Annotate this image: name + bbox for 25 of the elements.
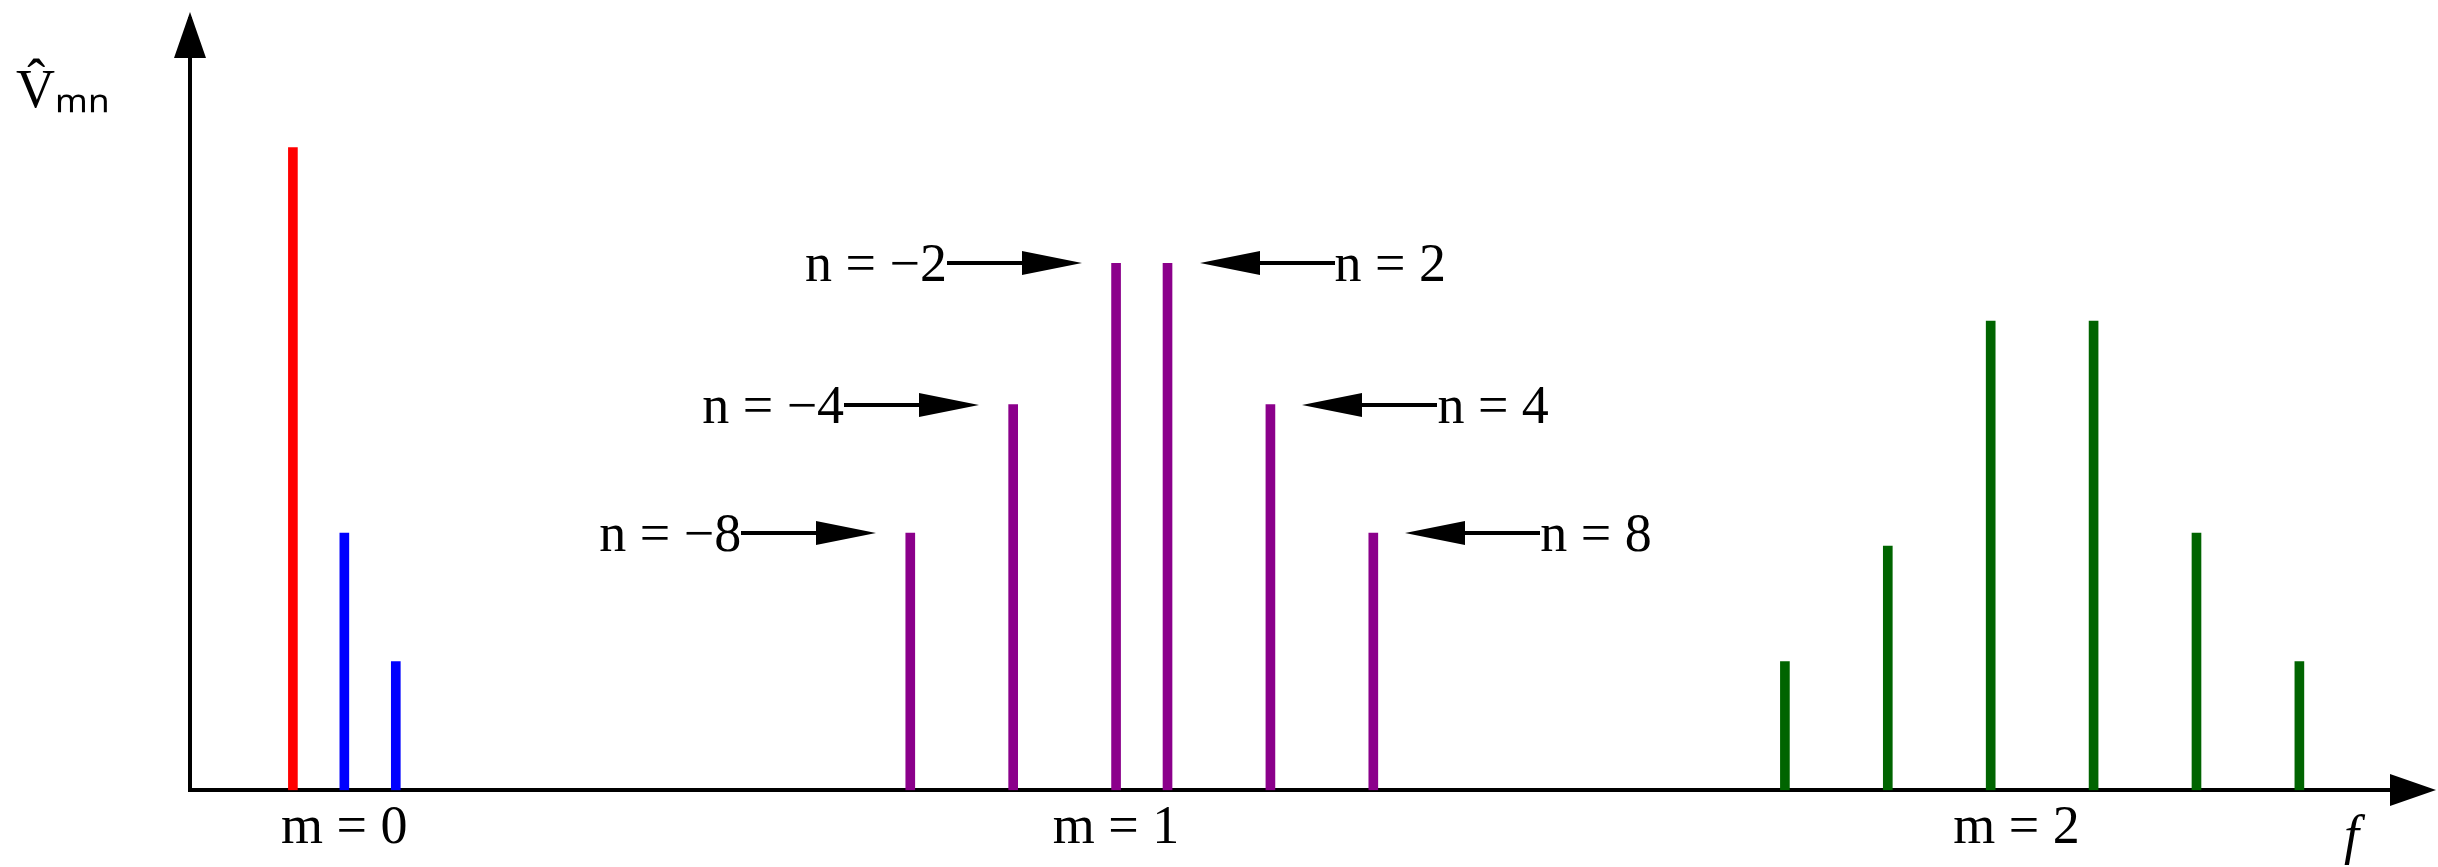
- bar: [1111, 262, 1121, 791]
- bar: [1008, 404, 1018, 791]
- annotation: n = 2: [1334, 233, 1446, 294]
- bar: [1162, 262, 1173, 791]
- annotation: n = −4: [702, 374, 845, 435]
- bar: [2191, 532, 2202, 791]
- bar: [339, 532, 350, 791]
- bar: [390, 661, 401, 791]
- bar: [1780, 661, 1790, 791]
- bar: [905, 532, 916, 791]
- annotation: n = 4: [1437, 374, 1549, 435]
- bar: [1265, 404, 1276, 791]
- y-axis-title: V̂ₘₙ: [16, 59, 110, 119]
- annotation: n = −2: [805, 233, 947, 294]
- bar: [288, 147, 298, 791]
- bar: [1985, 320, 1996, 791]
- annotation: n = 8: [1540, 503, 1652, 564]
- bar: [1882, 545, 1893, 791]
- x-tick-label: m = 0: [281, 794, 408, 855]
- bar: [2088, 320, 2099, 791]
- annotation: n = −8: [599, 503, 742, 564]
- bar: [1368, 532, 1379, 791]
- bar: [2294, 661, 2305, 791]
- x-tick-label: m = 1: [1052, 794, 1180, 855]
- x-tick-label: m = 2: [1953, 794, 2080, 855]
